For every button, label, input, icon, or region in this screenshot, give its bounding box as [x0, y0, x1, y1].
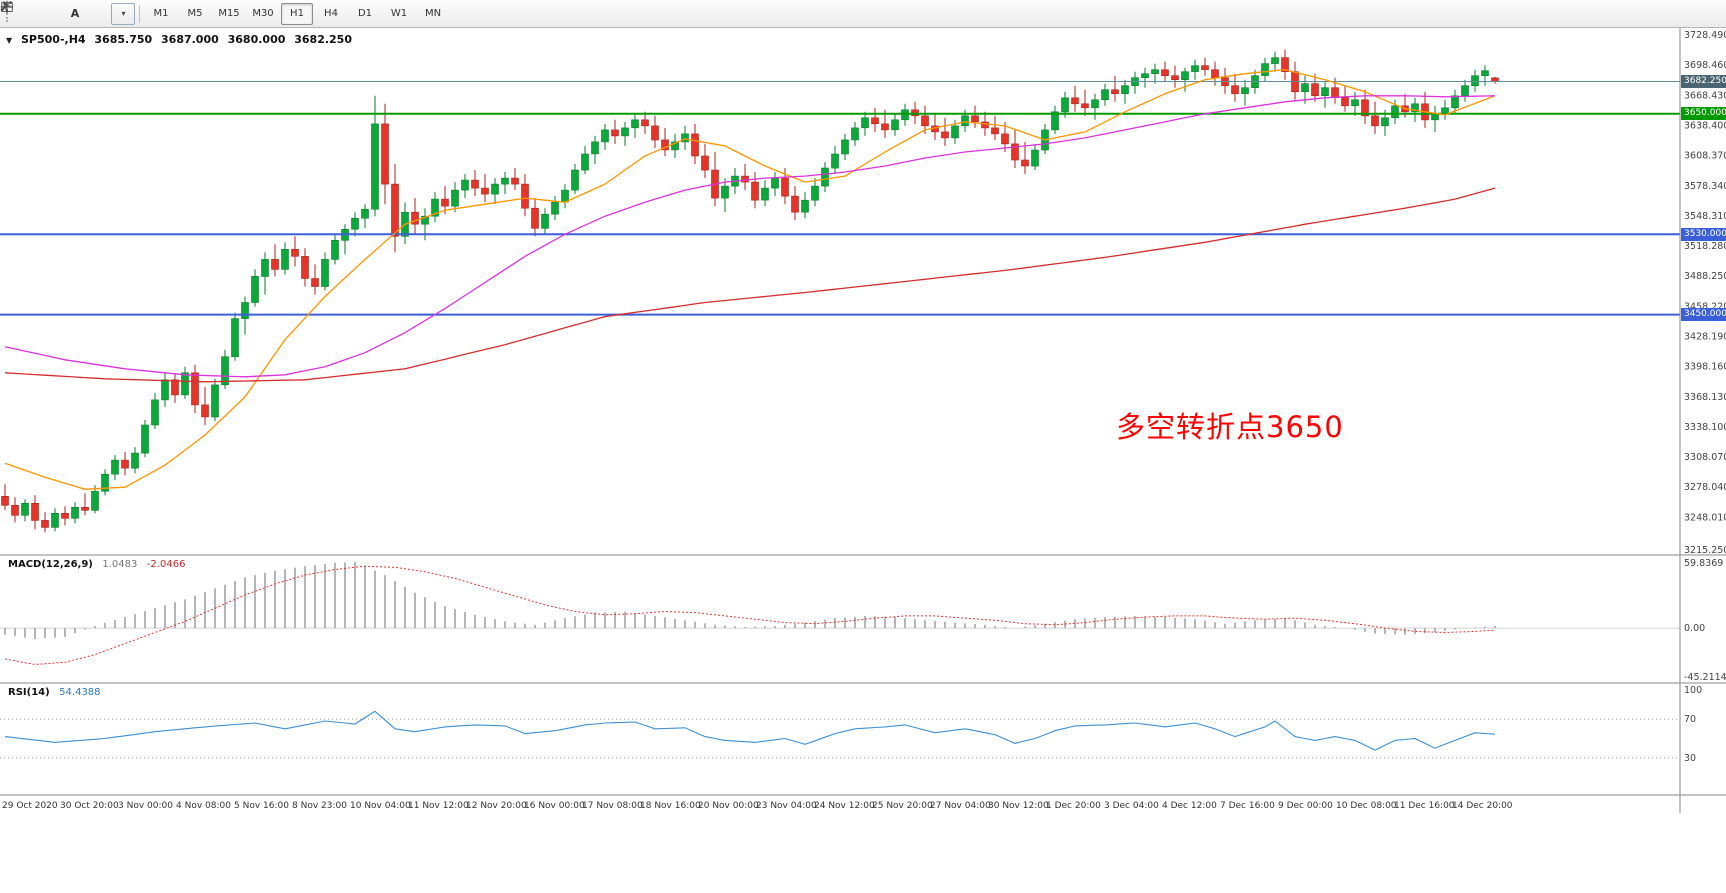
svg-text:25 Nov 20:00: 25 Nov 20:00 [872, 801, 933, 811]
svg-text:9 Dec 00:00: 9 Dec 00:00 [1278, 801, 1333, 811]
price-line-label: 3450.000 [1681, 308, 1726, 322]
svg-text:3 Nov 00:00: 3 Nov 00:00 [118, 801, 173, 811]
svg-text:3338.100: 3338.100 [1684, 422, 1726, 433]
chart-marker-icon: ▼ [6, 36, 13, 45]
timeframe-button-mn[interactable]: MN [424, 8, 442, 19]
timeframe-button-m30[interactable]: M30 [252, 8, 274, 19]
svg-text:3458.220: 3458.220 [1684, 301, 1726, 312]
chart-window: 3728.490 3698.460 3668.430 3638.400 3608.370… [0, 28, 1726, 893]
price-line-label: 3682.250 [1681, 75, 1726, 88]
svg-text:3215.250: 3215.250 [1684, 545, 1726, 556]
svg-text:12 Nov 20:00: 12 Nov 20:00 [466, 801, 527, 811]
svg-text:4 Dec 12:00: 4 Dec 12:00 [1162, 801, 1217, 811]
cursor-icon[interactable] [3, 0, 39, 25]
svg-text:3 Dec 04:00: 3 Dec 04:00 [1104, 801, 1159, 811]
svg-text:14 Dec 20:00: 14 Dec 20:00 [1452, 801, 1513, 811]
timeframe-button-d1[interactable]: D1 [357, 8, 373, 19]
text-tool-icon[interactable]: A [70, 7, 80, 20]
chevron-down-icon: ▾ [121, 9, 126, 18]
toolbar: A ▾ M1 M5 M15 M30 H1 H4 D1 W1 MN [0, 0, 1726, 28]
ohlc-high: 3687.000 [161, 33, 219, 46]
svg-text:59.8369: 59.8369 [1684, 558, 1723, 569]
svg-text:70: 70 [1684, 714, 1696, 725]
symbol-period: SP500-,H4 [21, 33, 86, 46]
svg-text:7 Dec 16:00: 7 Dec 16:00 [1220, 801, 1275, 811]
svg-text:3698.460: 3698.460 [1684, 60, 1726, 71]
timeframe-button-h4[interactable]: H4 [324, 8, 338, 19]
svg-text:3278.040: 3278.040 [1684, 482, 1726, 493]
svg-text:17 Nov 08:00: 17 Nov 08:00 [582, 801, 643, 811]
macd-indicator-label: MACD(12,26,9) 1.0483 -2.0466 [8, 559, 186, 570]
svg-text:10 Nov 04:00: 10 Nov 04:00 [350, 801, 411, 811]
svg-text:29 Oct 2020: 29 Oct 2020 [2, 801, 58, 811]
svg-text:3728.490: 3728.490 [1684, 30, 1726, 41]
macd-histogram [4, 561, 1496, 640]
svg-text:18 Nov 16:00: 18 Nov 16:00 [640, 801, 701, 811]
svg-text:27 Nov 04:00: 27 Nov 04:00 [930, 801, 991, 811]
svg-text:30 Oct 20:00: 30 Oct 20:00 [60, 801, 119, 811]
svg-text:3548.310: 3548.310 [1684, 211, 1726, 222]
toolbar-grip[interactable] [6, 5, 12, 22]
svg-text:0.00: 0.00 [1684, 623, 1705, 634]
macd-main-value: 1.0483 [102, 559, 138, 570]
svg-text:3518.280: 3518.280 [1684, 241, 1726, 252]
svg-text:100: 100 [1684, 685, 1702, 696]
svg-text:10 Dec 08:00: 10 Dec 08:00 [1336, 801, 1397, 811]
svg-text:-45.2114: -45.2114 [1684, 672, 1726, 683]
svg-text:3248.010: 3248.010 [1684, 512, 1726, 523]
svg-text:3368.130: 3368.130 [1684, 392, 1726, 403]
ohlc-open: 3685.750 [94, 33, 153, 46]
svg-text:16 Nov 00:00: 16 Nov 00:00 [524, 801, 585, 811]
rsi-value: 54.4388 [59, 687, 101, 698]
svg-text:30 Nov 12:00: 30 Nov 12:00 [988, 801, 1049, 811]
timeframe-button-m15[interactable]: M15 [218, 8, 240, 19]
svg-text:3608.370: 3608.370 [1684, 151, 1726, 162]
svg-text:3668.430: 3668.430 [1684, 90, 1726, 101]
timeframe-button-m1[interactable]: M1 [153, 8, 169, 19]
shapes-dropdown-icon[interactable]: ▾ [0, 1, 135, 25]
chart-annotation: 多空转折点3650 [1116, 410, 1344, 444]
svg-text:1 Dec 20:00: 1 Dec 20:00 [1046, 801, 1101, 811]
rsi-indicator-label: RSI(14) 54.4388 [8, 687, 101, 698]
svg-text:23 Nov 04:00: 23 Nov 04:00 [756, 801, 817, 811]
svg-text:5 Nov 16:00: 5 Nov 16:00 [234, 801, 289, 811]
svg-text:3308.070: 3308.070 [1684, 452, 1726, 463]
timeframe-button-w1[interactable]: W1 [390, 8, 408, 19]
horizontal-level-lines[interactable] [0, 81, 1680, 316]
svg-text:4 Nov 08:00: 4 Nov 08:00 [176, 801, 231, 811]
frame-tool-icon[interactable] [1, 2, 111, 25]
ma-fast-line [4, 69, 1496, 490]
price-line-label: 3530.000 [1681, 227, 1726, 241]
candlestick-series [1, 49, 1499, 533]
chart-canvas[interactable]: 3728.490 3698.460 3668.430 3638.400 3608.370… [0, 28, 1726, 813]
price-line-label: 3650.000 [1681, 107, 1726, 121]
timeframe-button-h1[interactable]: H1 [281, 2, 313, 25]
svg-text:20 Nov 00:00: 20 Nov 00:00 [698, 801, 759, 811]
chart-ohlc-header: ▼ SP500-,H4 3685.750 3687.000 3680.000 3… [6, 33, 357, 46]
toolbar-separator [139, 4, 140, 23]
macd-signal-value: -2.0466 [146, 559, 186, 570]
rsi-line [4, 710, 1496, 751]
macd-signal-line [4, 565, 1496, 666]
ma-mid-line [4, 95, 1496, 378]
svg-text:3398.160: 3398.160 [1684, 362, 1726, 373]
svg-text:3578.340: 3578.340 [1684, 181, 1726, 192]
svg-text:24 Nov 12:00: 24 Nov 12:00 [814, 801, 875, 811]
svg-text:11 Dec 16:00: 11 Dec 16:00 [1394, 801, 1455, 811]
crosshair-icon[interactable] [0, 0, 63, 25]
svg-text:8 Nov 23:00: 8 Nov 23:00 [292, 801, 347, 811]
timeframe-button-m5[interactable]: M5 [187, 8, 203, 19]
svg-text:11 Nov 12:00: 11 Nov 12:00 [408, 801, 469, 811]
ohlc-low: 3680.000 [227, 33, 286, 46]
svg-text:3488.250: 3488.250 [1684, 271, 1726, 282]
svg-text:3428.190: 3428.190 [1684, 332, 1726, 343]
svg-text:30: 30 [1684, 753, 1696, 764]
ma-slow-line [4, 187, 1496, 383]
ohlc-close: 3682.250 [294, 33, 352, 46]
svg-text:3638.400: 3638.400 [1684, 121, 1726, 132]
